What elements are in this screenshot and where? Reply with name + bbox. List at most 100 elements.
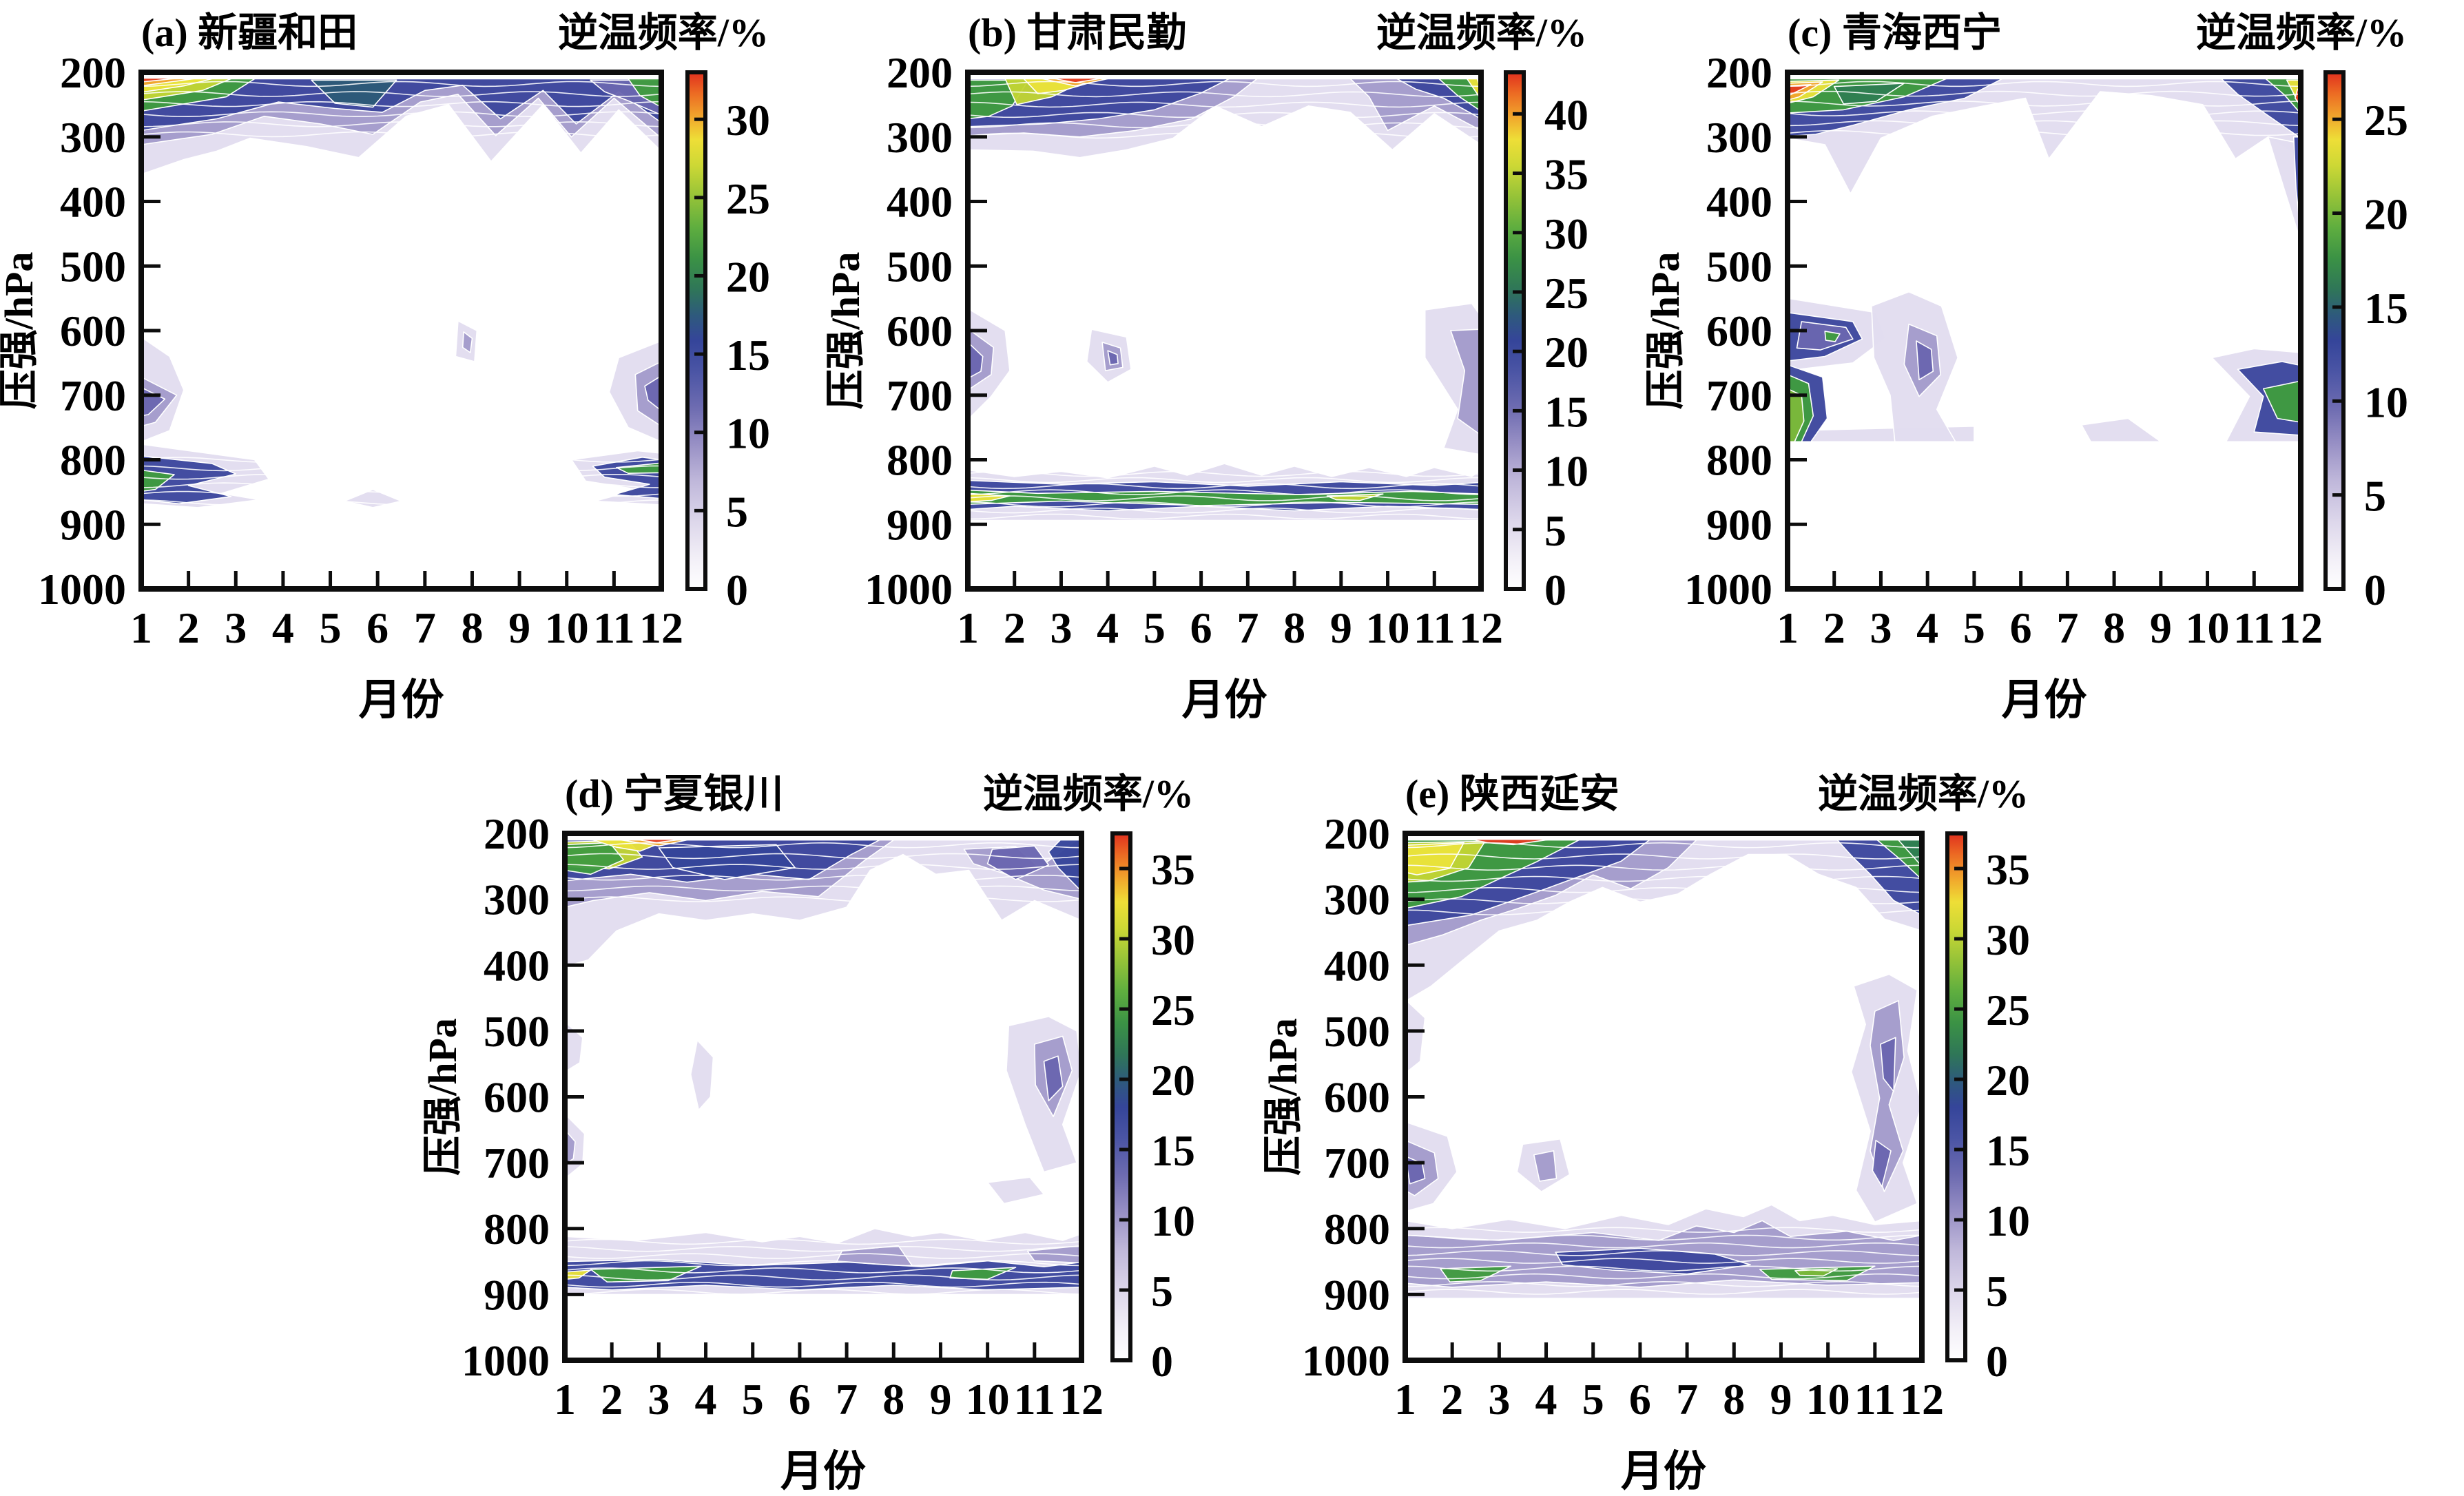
panel-d-xtick: 6 xyxy=(789,1375,811,1424)
panel-e-xtick: 2 xyxy=(1441,1375,1463,1424)
panel-c-ytick: 800 xyxy=(1706,436,1772,485)
panel-c-colorbar-tick: 20 xyxy=(2364,190,2408,239)
panel-a-colorbar-tick: 0 xyxy=(726,565,748,614)
panel-c-title: (c) 青海西宁 xyxy=(1788,10,2002,55)
panel-a-xtick: 11 xyxy=(593,603,634,652)
panel-c-xtick: 6 xyxy=(2010,603,2032,652)
panel-c-colorbar-tick: 25 xyxy=(2364,96,2408,145)
panel-a-xtick: 9 xyxy=(508,603,530,652)
panel-e-xlabel: 月份 xyxy=(1621,1448,1706,1495)
panel-b-xtick: 7 xyxy=(1236,603,1259,652)
panel-e-xtick: 3 xyxy=(1488,1375,1510,1424)
panel-e-xtick: 9 xyxy=(1770,1375,1792,1424)
panel-c-colorbar-tick: 15 xyxy=(2364,284,2408,333)
panel-d-colorbar-title: 逆温频率/% xyxy=(983,771,1194,816)
panel-e-colorbar-tick: 15 xyxy=(1986,1126,2030,1175)
panel-d-xtick: 3 xyxy=(648,1375,670,1424)
panel-a-ytick: 1000 xyxy=(38,565,126,614)
panel-b-xtick: 8 xyxy=(1283,603,1305,652)
panel-e-colorbar-tick: 20 xyxy=(1986,1056,2030,1105)
panel-c-ytick: 400 xyxy=(1706,178,1772,227)
panel-a-ytick: 600 xyxy=(60,307,126,355)
panel-a-xtick: 6 xyxy=(366,603,389,652)
panel-e-contours xyxy=(1405,833,1922,1360)
panel-b-ytick: 700 xyxy=(887,371,953,420)
panel-b-xtick: 12 xyxy=(1459,603,1503,652)
panel-a-ylabel: 压强/hPa xyxy=(0,252,41,410)
panel-e-xtick: 1 xyxy=(1394,1375,1416,1424)
panel-c-contours xyxy=(1788,72,2301,589)
panel-a-ytick: 900 xyxy=(60,500,126,549)
panel-c-colorbar-tick: 0 xyxy=(2364,565,2386,614)
panel-a-xtick: 4 xyxy=(272,603,294,652)
panel-b-colorbar-title: 逆温频率/% xyxy=(1376,10,1587,55)
panel-e-colorbar-tick: 25 xyxy=(1986,986,2030,1035)
panel-e-colorbar-tick: 10 xyxy=(1986,1196,2030,1245)
panel-b-contours xyxy=(968,72,1481,589)
panel-a-xtick: 12 xyxy=(639,603,683,652)
panel-a-xtick: 3 xyxy=(225,603,247,652)
panel-e-ytick: 700 xyxy=(1324,1139,1390,1187)
panel-e-xtick: 10 xyxy=(1806,1375,1850,1424)
panel-e-colorbar-tick: 30 xyxy=(1986,915,2030,964)
panel-c-xtick: 5 xyxy=(1963,603,1985,652)
panel-c-colorbar-tick: 10 xyxy=(2364,377,2408,426)
panel-c-xtick: 9 xyxy=(2150,603,2172,652)
panel-d-contours xyxy=(565,833,1081,1360)
panel-a-colorbar-tick: 25 xyxy=(726,174,770,223)
panel-d-title: (d) 宁夏银川 xyxy=(565,771,783,816)
panel-b-colorbar-tick: 0 xyxy=(1544,565,1566,614)
panel-a-ytick: 800 xyxy=(60,436,126,485)
panel-e-xtick: 5 xyxy=(1582,1375,1604,1424)
panel-e-ytick: 1000 xyxy=(1302,1336,1390,1385)
panel-d-colorbar xyxy=(1112,833,1130,1360)
panel-d-xtick: 2 xyxy=(601,1375,623,1424)
panel-d-ytick: 500 xyxy=(484,1007,550,1056)
panel-d-xtick: 9 xyxy=(929,1375,951,1424)
panel-b-ytick: 900 xyxy=(887,500,953,549)
panel-a-colorbar-tick: 30 xyxy=(726,96,770,145)
panel-d-colorbar-tick: 35 xyxy=(1151,845,1195,894)
panel-a-xtick: 10 xyxy=(545,603,589,652)
panel-a-ytick: 300 xyxy=(60,113,126,162)
panel-c-colorbar xyxy=(2326,72,2343,589)
panel-a-xlabel: 月份 xyxy=(358,677,444,724)
panel-b-colorbar xyxy=(1506,72,1524,589)
panel-a-colorbar-tick: 10 xyxy=(726,409,770,458)
panel-d-ytick: 900 xyxy=(484,1270,550,1319)
panel-d-colorbar-tick: 10 xyxy=(1151,1196,1195,1245)
panel-b-ylabel: 压强/hPa xyxy=(823,252,868,410)
panel-b-ytick: 300 xyxy=(887,113,953,162)
panel-e-xtick: 7 xyxy=(1676,1375,1698,1424)
panel-c-xlabel: 月份 xyxy=(2001,677,2087,724)
panel-e-xtick: 6 xyxy=(1629,1375,1651,1424)
panel-c-xtick: 12 xyxy=(2279,603,2323,652)
panel-b-xlabel: 月份 xyxy=(1181,677,1267,724)
panel-d-ytick: 600 xyxy=(484,1073,550,1122)
panel-e: 1 2 3 4 5 6 7 8 9 10 11 122003004005006007008009001… xyxy=(1261,771,2030,1495)
panel-a: 1 2 3 4 5 6 7 8 9 10 11 122003004005006007008009001… xyxy=(0,10,770,724)
panel-d-xtick: 1 xyxy=(554,1375,576,1424)
panel-c-xtick: 3 xyxy=(1870,603,1892,652)
panel-b-colorbar-tick: 15 xyxy=(1544,387,1588,436)
panel-b-title: (b) 甘肃民勤 xyxy=(968,10,1186,55)
panel-b-colorbar-tick: 35 xyxy=(1544,150,1588,199)
panel-b-xtick: 10 xyxy=(1366,603,1410,652)
panel-b-ytick: 500 xyxy=(887,242,953,291)
panel-d-colorbar-tick: 15 xyxy=(1151,1126,1195,1175)
panel-a-xtick: 1 xyxy=(130,603,152,652)
panel-b-xtick: 1 xyxy=(957,603,979,652)
panel-b-xtick: 5 xyxy=(1143,603,1166,652)
panel-b-ytick: 200 xyxy=(887,48,953,97)
panel-d-xtick: 12 xyxy=(1059,1375,1104,1424)
panel-d-xtick: 11 xyxy=(1014,1375,1055,1424)
panel-b-xtick: 11 xyxy=(1414,603,1455,652)
panel-d-colorbar-tick: 20 xyxy=(1151,1056,1195,1105)
panel-a-title: (a) 新疆和田 xyxy=(141,10,358,55)
panel-c-xtick: 2 xyxy=(1823,603,1845,652)
panel-b-xtick: 4 xyxy=(1097,603,1119,652)
panel-e-ylabel: 压强/hPa xyxy=(1261,1018,1305,1176)
panel-b-ytick: 600 xyxy=(887,307,953,355)
panel-e-xtick: 8 xyxy=(1723,1375,1745,1424)
